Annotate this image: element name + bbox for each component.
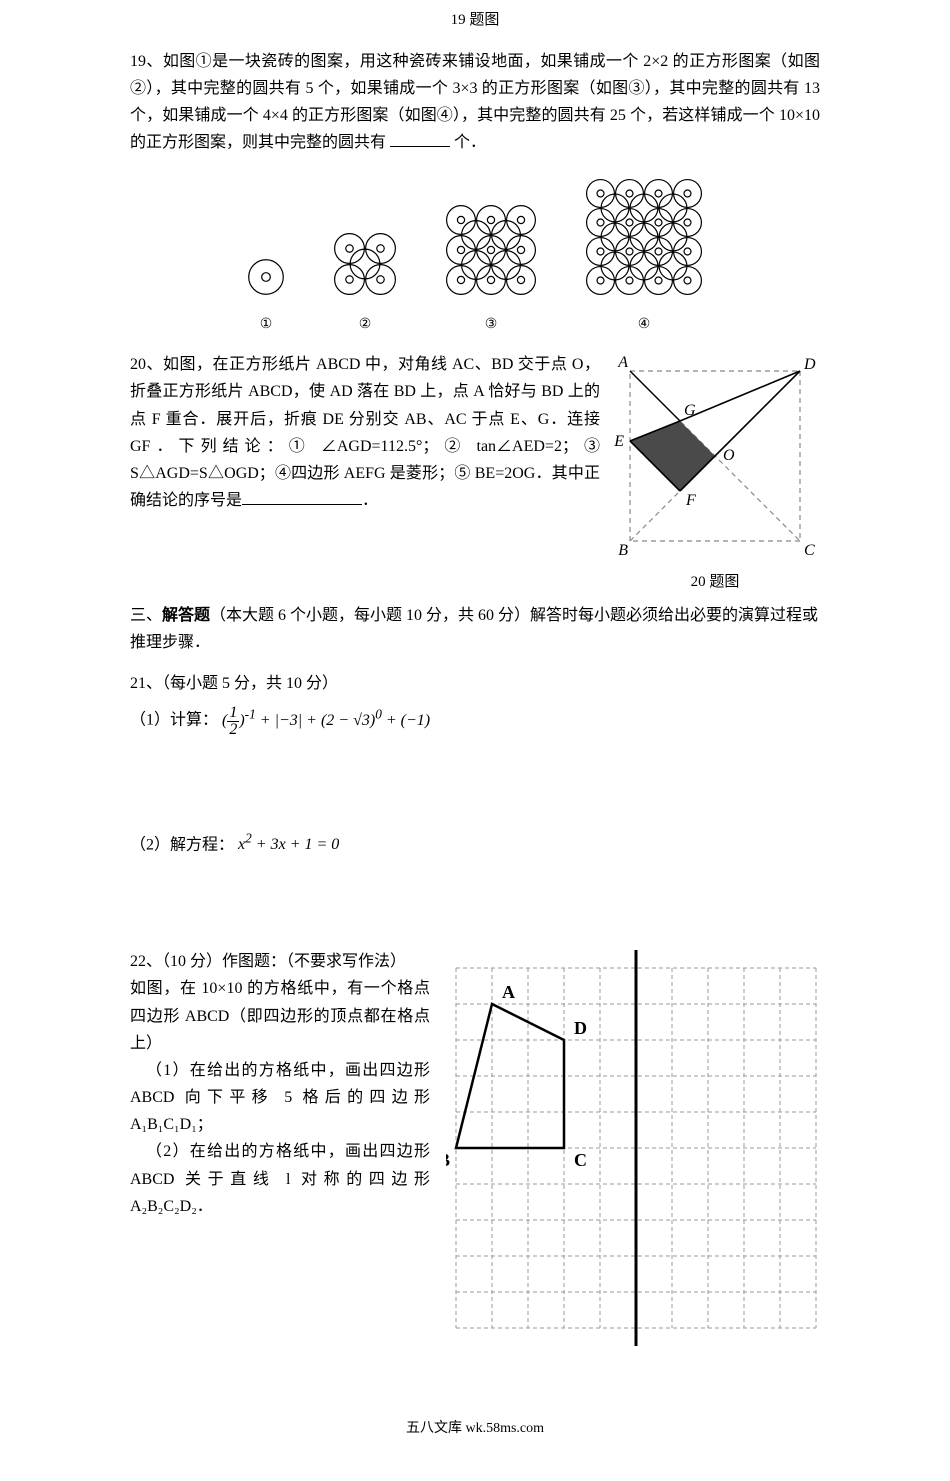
- tile-4: ④: [581, 174, 707, 337]
- q22-label: 22、: [130, 953, 162, 970]
- tile-3-svg: [441, 200, 541, 300]
- svg-text:D: D: [803, 356, 816, 373]
- page-body: 19、如图①是一块瓷砖的图案，用这种瓷砖来铺设地面，如果铺成一个 2×2 的正方…: [0, 48, 950, 1481]
- q21-p1-formula: (12)-1 + |−3| + (2 − √3)0 + (−1): [222, 712, 430, 729]
- q21-label: 21、: [130, 675, 162, 692]
- tile-2: ②: [329, 228, 401, 337]
- svg-text:C: C: [804, 542, 815, 559]
- page-header: 19 题图: [0, 0, 950, 34]
- q20-figure-wrap: A D B C E G O F 20 题图: [610, 351, 820, 596]
- section3-rest: （本大题 6 个小题，每小题 10 分，共 60 分）解答时每小题必须给出必要的…: [130, 607, 818, 651]
- svg-text:F: F: [685, 492, 696, 509]
- tile-4-svg: [581, 174, 707, 300]
- tile-1: ①: [243, 254, 289, 337]
- svg-text:B: B: [618, 542, 628, 559]
- q20-blank: [242, 504, 362, 505]
- svg-text:E: E: [613, 433, 624, 450]
- q21-p2-label: （2）解方程：: [130, 836, 234, 853]
- q21-p2-formula: x2 + 3x + 1 = 0: [238, 836, 339, 853]
- question-22: 22、（10 分）作图题：（不要求写作法） 如图，在 10×10 的方格纸中，有…: [130, 948, 820, 1357]
- q22-part2: （2）在给出的方格纸中，画出四边形 ABCD 关于直线 l 对称的四边形 A₂B…: [130, 1138, 430, 1220]
- q21-p1-label: （1）计算：: [130, 712, 218, 729]
- q20-text: 如图，在正方形纸片 ABCD 中，对角线 AC、BD 交于点 O，折叠正方形纸片…: [130, 356, 600, 509]
- q19-tail: 个．: [454, 134, 486, 151]
- svg-text:B: B: [446, 1150, 450, 1170]
- q19-blank: [390, 146, 450, 147]
- tile-2-label: ②: [329, 313, 401, 337]
- question-20: A D B C E G O F 20 题图 20、如图，在正方形纸片 ABCD 中，对角线 A…: [130, 351, 820, 596]
- q21-part1: （1）计算： (12)-1 + |−3| + (2 − √3)0 + (−1): [130, 703, 820, 737]
- q19-tile-figures: ① ② ③ ④: [130, 174, 820, 337]
- q19-label: 19、: [130, 53, 163, 70]
- q21-part2: （2）解方程： x2 + 3x + 1 = 0: [130, 828, 820, 859]
- svg-text:G: G: [684, 402, 696, 419]
- tile-3: ③: [441, 200, 541, 337]
- q20-figure: A D B C E G O F: [610, 351, 820, 561]
- q21-intro: （每小题 5 分，共 10 分）: [162, 675, 338, 692]
- q22-part1: （1）在给出的方格纸中，画出四边形 ABCD 向下平移 5 格后的四边形 A₁B…: [130, 1057, 430, 1139]
- header-title: 19 题图: [451, 12, 500, 28]
- svg-text:A: A: [502, 982, 515, 1002]
- tile-4-label: ④: [581, 313, 707, 337]
- q22-intro: （10 分）作图题：（不要求写作法）: [162, 953, 406, 970]
- question-21: 21、（每小题 5 分，共 10 分） （1）计算： (12)-1 + |−3|…: [130, 670, 820, 858]
- footer-text: 五八文库 wk.58ms.com: [406, 1421, 544, 1436]
- tile-2-svg: [329, 228, 401, 300]
- q22-grid: A B C D: [446, 948, 826, 1348]
- svg-text:O: O: [723, 447, 735, 464]
- section-3-heading: 三、解答题（本大题 6 个小题，每小题 10 分，共 60 分）解答时每小题必须…: [130, 602, 820, 656]
- q22-grid-wrap: A B C D: [446, 948, 826, 1357]
- page-footer: 五八文库 wk.58ms.com: [130, 1417, 820, 1441]
- svg-text:C: C: [574, 1150, 587, 1170]
- q22-text-col: 22、（10 分）作图题：（不要求写作法） 如图，在 10×10 的方格纸中，有…: [130, 948, 430, 1220]
- q22-line0: 22、（10 分）作图题：（不要求写作法）: [130, 948, 430, 975]
- tile-1-svg: [243, 254, 289, 300]
- section3-prefix: 三、: [130, 607, 162, 624]
- section3-bold: 解答题: [162, 607, 210, 624]
- svg-text:A: A: [617, 354, 628, 371]
- q20-label: 20、: [130, 356, 163, 373]
- svg-text:D: D: [574, 1018, 587, 1038]
- tile-3-label: ③: [441, 313, 541, 337]
- q20-caption: 20 题图: [610, 570, 820, 596]
- question-19: 19、如图①是一块瓷砖的图案，用这种瓷砖来铺设地面，如果铺成一个 2×2 的正方…: [130, 48, 820, 157]
- q22-line1: 如图，在 10×10 的方格纸中，有一个格点四边形 ABCD（即四边形的顶点都在…: [130, 975, 430, 1057]
- tile-1-label: ①: [243, 313, 289, 337]
